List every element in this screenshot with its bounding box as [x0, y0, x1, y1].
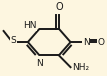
Text: O: O: [98, 38, 105, 47]
Text: NH₂: NH₂: [72, 63, 90, 72]
Text: HN: HN: [23, 21, 37, 30]
Text: N: N: [36, 59, 43, 68]
Text: S: S: [10, 36, 16, 45]
Text: N: N: [83, 38, 89, 47]
Text: O: O: [55, 2, 63, 12]
